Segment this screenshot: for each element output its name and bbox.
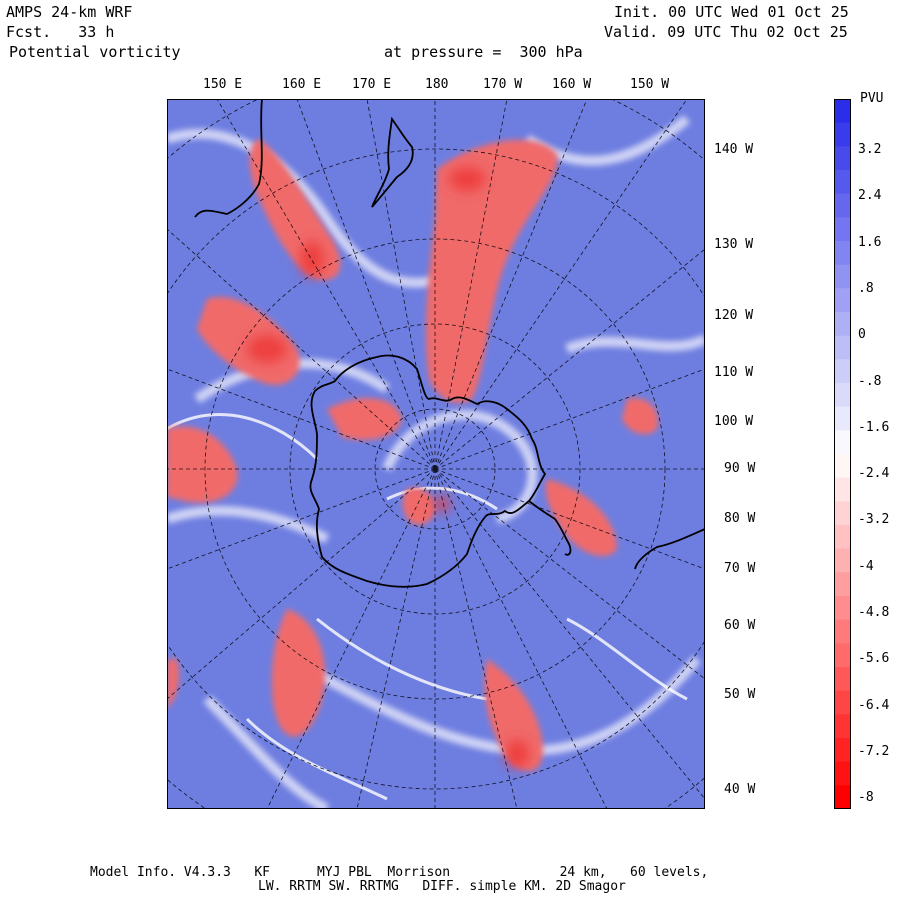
right-tick: 60 W — [724, 618, 756, 633]
legend-label: -3.2 — [858, 512, 890, 528]
forecast-hour: Fcst. 33 h — [6, 23, 115, 41]
legend-label: -2.4 — [858, 466, 890, 482]
negative-pv-streamers — [167, 139, 658, 771]
top-tick: 170 E — [352, 77, 392, 92]
graticule — [167, 99, 705, 809]
right-tick: 130 W — [714, 237, 754, 252]
legend-swatch — [834, 146, 851, 171]
legend-label: -5.6 — [858, 651, 890, 667]
right-tick: 90 W — [724, 461, 756, 476]
antarctica-coastline — [309, 354, 547, 588]
legend-swatch — [834, 690, 851, 715]
right-tick: 110 W — [714, 365, 754, 380]
right-tick: 120 W — [714, 308, 754, 323]
right-tick: 100 W — [714, 414, 754, 429]
new-zealand-coastline — [371, 116, 414, 208]
legend-swatch — [834, 430, 851, 455]
pressure-level: at pressure = 300 hPa — [384, 43, 583, 61]
model-title: AMPS 24-km WRF — [6, 3, 133, 21]
color-legend — [834, 99, 851, 809]
legend-swatch — [834, 785, 851, 809]
model-info: Model Info. V4.3.3 KF MYJ PBL Morrison 2… — [90, 865, 709, 880]
valid-time: Valid. 09 UTC Thu 02 Oct 25 — [604, 23, 848, 41]
legend-swatch — [834, 548, 851, 573]
legend-label: -8 — [858, 790, 874, 806]
legend-swatch — [834, 193, 851, 218]
legend-swatch — [834, 643, 851, 668]
legend-swatch — [834, 761, 851, 786]
right-tick: 70 W — [724, 561, 756, 576]
physics-info: LW. RRTM SW. RRTMG DIFF. simple KM. 2D S… — [258, 879, 626, 894]
legend-swatch — [834, 217, 851, 242]
right-tick: 140 W — [714, 142, 754, 157]
legend-swatch — [834, 525, 851, 550]
legend-unit: PVU — [860, 91, 884, 106]
legend-swatch — [834, 406, 851, 431]
legend-label: 1.6 — [858, 234, 882, 250]
legend-label: 2.4 — [858, 188, 882, 204]
negative-pv-cores — [247, 167, 529, 768]
potential-vorticity-map — [167, 99, 705, 809]
legend-label: .8 — [858, 280, 874, 296]
legend-swatch — [834, 122, 851, 147]
legend-swatch — [834, 312, 851, 337]
legend-label: -1.6 — [858, 419, 890, 435]
top-tick: 150 E — [203, 77, 243, 92]
legend-label: -7.2 — [858, 743, 890, 759]
legend-swatch — [834, 359, 851, 384]
top-tick: 160 E — [282, 77, 322, 92]
legend-label: 0 — [858, 327, 866, 343]
antarctic-peninsula — [528, 500, 572, 556]
legend-swatch — [834, 383, 851, 408]
legend-swatch — [834, 596, 851, 621]
legend-swatch — [834, 264, 851, 289]
legend-swatch — [834, 714, 851, 739]
legend-swatch — [834, 477, 851, 502]
top-tick: 180 — [425, 77, 449, 92]
legend-swatch — [834, 501, 851, 526]
legend-swatch — [834, 454, 851, 479]
legend-label: -4 — [858, 558, 874, 574]
init-time: Init. 00 UTC Wed 01 Oct 25 — [614, 3, 849, 21]
legend-label: -6.4 — [858, 697, 890, 713]
legend-swatch — [834, 241, 851, 266]
legend-swatch — [834, 667, 851, 692]
legend-label: 3.2 — [858, 142, 882, 157]
top-tick: 160 W — [552, 77, 592, 92]
top-tick: 170 W — [483, 77, 523, 92]
right-tick: 50 W — [724, 687, 756, 702]
legend-swatch — [834, 288, 851, 313]
legend-swatch — [834, 170, 851, 195]
australia-coastline — [194, 99, 263, 218]
legend-swatch — [834, 572, 851, 597]
right-tick: 80 W — [724, 511, 756, 526]
legend-swatch — [834, 99, 851, 124]
legend-label: -4.8 — [858, 605, 890, 620]
right-tick: 40 W — [724, 782, 756, 797]
top-tick: 150 W — [630, 77, 670, 92]
legend-label: -.8 — [858, 373, 882, 389]
legend-swatch — [834, 738, 851, 763]
legend-swatch — [834, 619, 851, 644]
legend-swatch — [834, 335, 851, 360]
field-name: Potential vorticity — [9, 43, 181, 61]
south-america-coastline — [634, 528, 705, 570]
